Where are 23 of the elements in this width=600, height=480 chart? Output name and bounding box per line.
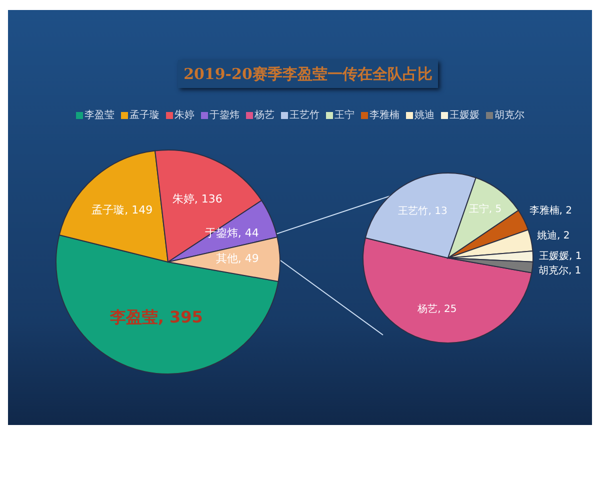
legend-label: 于鋆炜	[210, 109, 240, 122]
legend-label: 李雅楠	[370, 108, 400, 122]
data-label: 胡克尔, 1	[538, 264, 582, 277]
legend-label: 杨艺	[254, 108, 274, 122]
data-label: 杨艺, 25	[416, 303, 457, 316]
data-label: 王媛媛, 1	[538, 250, 582, 262]
chart-title: 2019-20赛季李盈莹一传在全队占比	[178, 60, 438, 88]
legend-label: 王宁	[334, 108, 354, 122]
data-label: 朱婷, 136	[172, 192, 222, 206]
legend-label: 李盈莹	[84, 108, 114, 122]
legend-label: 胡克尔	[494, 108, 524, 122]
legend-label: 孟子璇	[130, 109, 160, 122]
data-label: 其他, 49	[216, 252, 259, 265]
data-label: 姚迪, 2	[537, 230, 570, 242]
legend-label: 姚迪	[414, 108, 434, 122]
legend-label: 朱婷	[174, 108, 194, 122]
data-label: 王艺竹, 13	[398, 205, 448, 218]
data-label: 李盈莹, 395	[108, 307, 203, 326]
legend-label: 王艺竹	[290, 108, 320, 122]
data-label: 孟子璇, 149	[92, 203, 153, 216]
data-label: 王宁, 5	[468, 202, 502, 215]
data-label: 李雅楠, 2	[529, 204, 572, 217]
legend-label: 王媛媛	[450, 109, 480, 122]
